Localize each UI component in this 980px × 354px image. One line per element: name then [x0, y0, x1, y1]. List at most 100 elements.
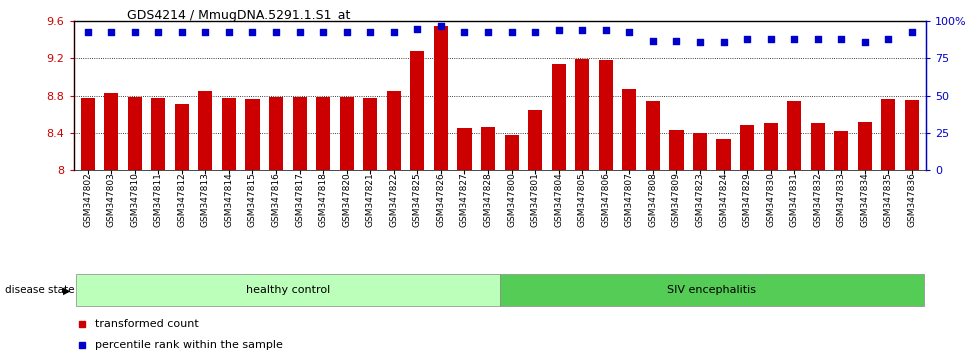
- Point: [221, 29, 237, 34]
- Text: percentile rank within the sample: percentile rank within the sample: [95, 340, 282, 350]
- Point: [621, 29, 637, 34]
- Text: GSM347805: GSM347805: [578, 172, 587, 227]
- Point: [433, 23, 449, 29]
- Text: disease state: disease state: [5, 285, 74, 295]
- Text: GSM347808: GSM347808: [649, 172, 658, 227]
- Bar: [387, 91, 401, 170]
- Text: GSM347810: GSM347810: [130, 172, 139, 227]
- Bar: [858, 122, 872, 170]
- Bar: [174, 104, 189, 170]
- Text: GSM347820: GSM347820: [342, 172, 351, 227]
- Text: healthy control: healthy control: [246, 285, 330, 295]
- Bar: [575, 59, 589, 170]
- Text: GSM347821: GSM347821: [366, 172, 374, 227]
- Point: [151, 29, 167, 34]
- Bar: [693, 133, 707, 170]
- Bar: [434, 26, 448, 170]
- Text: GSM347800: GSM347800: [507, 172, 516, 227]
- Point: [79, 29, 95, 34]
- Text: GSM347814: GSM347814: [224, 172, 233, 227]
- Point: [292, 29, 308, 34]
- Bar: [127, 97, 142, 170]
- Point: [598, 27, 613, 33]
- Point: [457, 29, 472, 34]
- Bar: [669, 130, 683, 170]
- Text: GSM347834: GSM347834: [860, 172, 869, 227]
- Text: GSM347811: GSM347811: [154, 172, 163, 227]
- Bar: [552, 64, 565, 170]
- Point: [905, 29, 920, 34]
- Bar: [340, 97, 354, 170]
- Bar: [810, 122, 825, 170]
- Bar: [787, 101, 802, 170]
- Text: GSM347836: GSM347836: [907, 172, 916, 227]
- Point: [174, 29, 190, 34]
- Bar: [269, 97, 283, 170]
- Text: GSM347825: GSM347825: [413, 172, 421, 227]
- Bar: [411, 51, 424, 170]
- Point: [316, 29, 331, 34]
- Text: ▶: ▶: [63, 285, 71, 295]
- Bar: [104, 93, 119, 170]
- FancyBboxPatch shape: [500, 274, 924, 306]
- Point: [386, 29, 402, 34]
- Point: [410, 26, 425, 32]
- Bar: [646, 101, 660, 170]
- Text: GSM347826: GSM347826: [436, 172, 446, 227]
- Bar: [293, 97, 307, 170]
- Text: GSM347803: GSM347803: [107, 172, 116, 227]
- Point: [551, 27, 566, 33]
- Point: [103, 29, 119, 34]
- Point: [881, 36, 897, 42]
- Point: [715, 39, 731, 45]
- Text: GSM347823: GSM347823: [696, 172, 705, 227]
- Bar: [740, 125, 755, 170]
- Text: GSM347816: GSM347816: [271, 172, 280, 227]
- Text: GSM347815: GSM347815: [248, 172, 257, 227]
- Text: GSM347801: GSM347801: [530, 172, 540, 227]
- Point: [245, 29, 261, 34]
- Bar: [458, 128, 471, 170]
- Text: GSM347812: GSM347812: [177, 172, 186, 227]
- Text: GSM347832: GSM347832: [813, 172, 822, 227]
- Text: GSM347828: GSM347828: [483, 172, 493, 227]
- Text: GSM347813: GSM347813: [201, 172, 210, 227]
- Bar: [763, 124, 778, 170]
- Bar: [881, 99, 896, 170]
- Point: [833, 36, 849, 42]
- Bar: [716, 139, 731, 170]
- Point: [198, 29, 214, 34]
- Text: transformed count: transformed count: [95, 319, 199, 329]
- Point: [504, 29, 519, 34]
- Point: [480, 29, 496, 34]
- Point: [339, 29, 355, 34]
- Bar: [364, 98, 377, 170]
- Bar: [622, 89, 636, 170]
- Text: GSM347817: GSM347817: [295, 172, 304, 227]
- Text: GSM347830: GSM347830: [766, 172, 775, 227]
- Bar: [834, 131, 849, 170]
- Text: GSM347829: GSM347829: [743, 172, 752, 227]
- Point: [269, 29, 284, 34]
- Point: [739, 36, 755, 42]
- Text: GSM347827: GSM347827: [460, 172, 469, 227]
- Bar: [221, 98, 236, 170]
- Point: [858, 39, 873, 45]
- Point: [762, 36, 778, 42]
- Text: GSM347822: GSM347822: [389, 172, 398, 227]
- Bar: [528, 109, 542, 170]
- Text: GSM347833: GSM347833: [837, 172, 846, 227]
- Text: GDS4214 / MmugDNA.5291.1.S1_at: GDS4214 / MmugDNA.5291.1.S1_at: [127, 9, 351, 22]
- Text: GSM347802: GSM347802: [83, 172, 92, 227]
- Bar: [505, 135, 518, 170]
- Text: GSM347807: GSM347807: [625, 172, 634, 227]
- Point: [527, 29, 543, 34]
- Text: GSM347809: GSM347809: [672, 172, 681, 227]
- Bar: [245, 99, 260, 170]
- Point: [668, 38, 684, 44]
- Bar: [151, 98, 166, 170]
- Point: [809, 36, 825, 42]
- Bar: [905, 100, 919, 170]
- Point: [574, 27, 590, 33]
- Bar: [317, 97, 330, 170]
